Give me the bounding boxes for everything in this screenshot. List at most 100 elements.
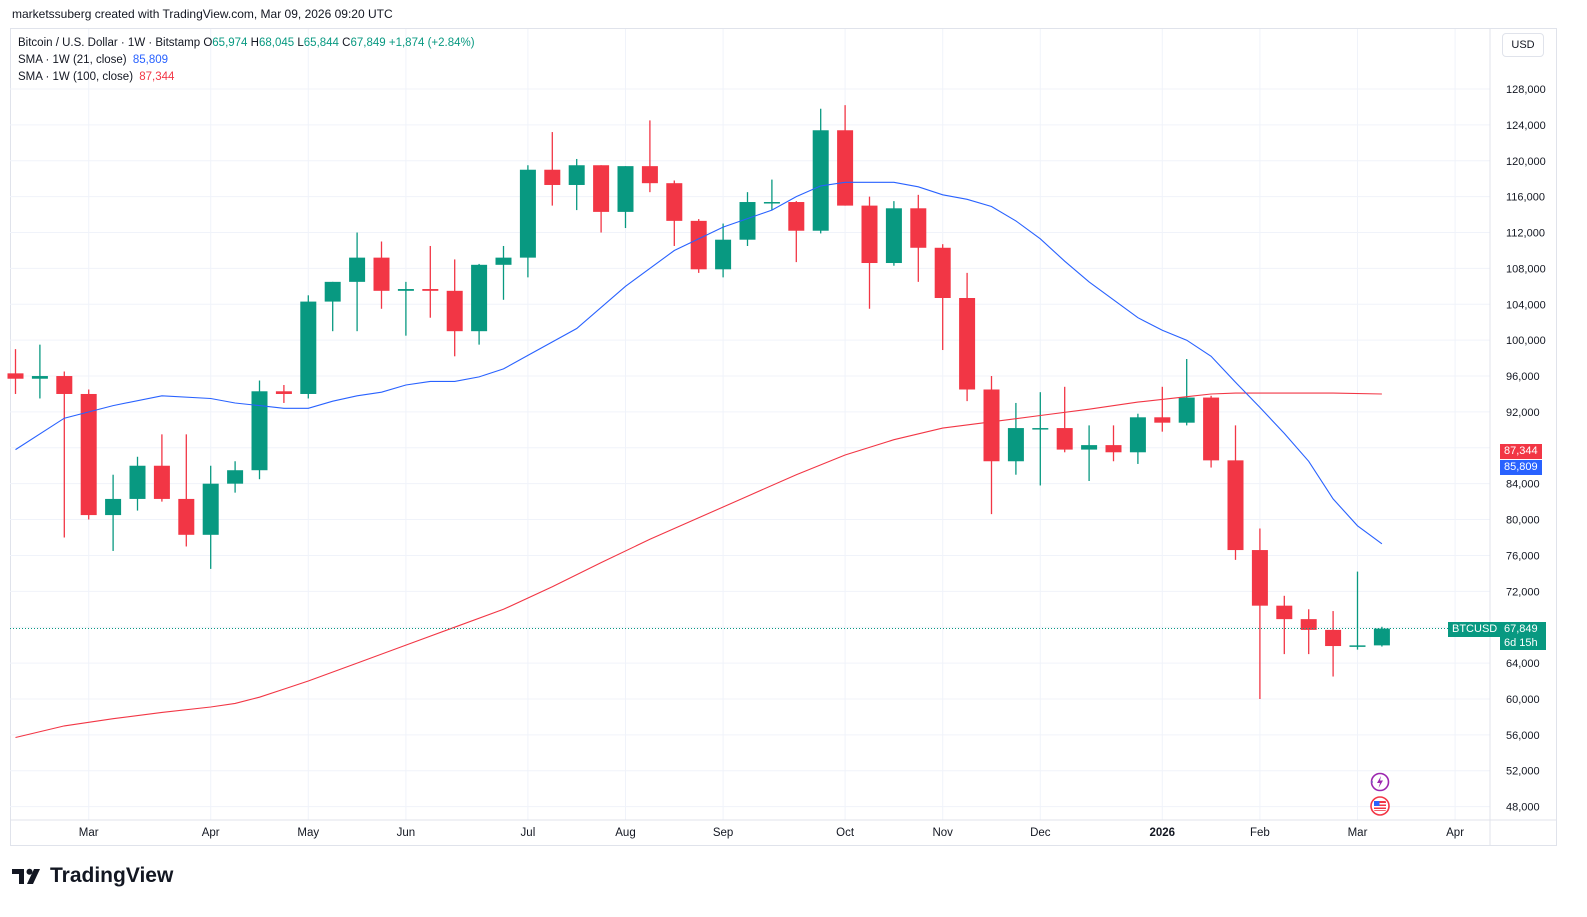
candle[interactable] bbox=[202, 465, 219, 569]
candle-body bbox=[763, 202, 780, 204]
x-tick-label: Jul bbox=[521, 827, 536, 839]
candle[interactable] bbox=[885, 201, 902, 266]
y-tick-label: 60,000 bbox=[1506, 694, 1540, 706]
candle[interactable] bbox=[373, 241, 390, 309]
y-tick-label: 80,000 bbox=[1506, 515, 1540, 527]
candle[interactable] bbox=[788, 201, 805, 263]
candle-body bbox=[1227, 460, 1244, 551]
candle-body bbox=[544, 169, 561, 185]
candle[interactable] bbox=[959, 272, 976, 402]
candle[interactable] bbox=[1007, 402, 1024, 475]
candle[interactable] bbox=[1203, 395, 1220, 468]
candle[interactable] bbox=[251, 380, 268, 480]
candle-body bbox=[837, 130, 854, 206]
candle[interactable] bbox=[227, 461, 244, 493]
us-flag-icon[interactable] bbox=[1370, 796, 1390, 816]
candle[interactable] bbox=[275, 385, 292, 403]
candle[interactable] bbox=[349, 232, 366, 332]
candle[interactable] bbox=[910, 194, 927, 282]
candle[interactable] bbox=[544, 132, 561, 206]
candle[interactable] bbox=[715, 223, 732, 278]
candle[interactable] bbox=[105, 474, 122, 551]
candle[interactable] bbox=[300, 295, 317, 399]
candle-body bbox=[715, 239, 732, 270]
candle-body bbox=[129, 465, 146, 499]
candle-body bbox=[1251, 550, 1268, 606]
candle[interactable] bbox=[7, 349, 24, 394]
candle[interactable] bbox=[324, 281, 341, 332]
candle[interactable] bbox=[861, 196, 878, 309]
candle[interactable] bbox=[983, 376, 1000, 515]
candle[interactable] bbox=[1105, 425, 1122, 462]
candle-body bbox=[1129, 417, 1146, 453]
candle[interactable] bbox=[1081, 425, 1098, 481]
x-tick-label: Mar bbox=[79, 827, 99, 839]
candle[interactable] bbox=[80, 389, 97, 520]
candle[interactable] bbox=[1251, 528, 1268, 699]
candle[interactable] bbox=[1032, 392, 1049, 486]
candle-body bbox=[105, 498, 122, 516]
candle[interactable] bbox=[56, 371, 73, 538]
side-icons bbox=[1370, 772, 1390, 816]
candle[interactable] bbox=[1325, 611, 1342, 677]
candle-body bbox=[1154, 417, 1171, 423]
candle[interactable] bbox=[1349, 571, 1366, 650]
candle-body bbox=[739, 202, 756, 240]
candle-body bbox=[202, 483, 219, 535]
tradingview-logo[interactable]: TradingView bbox=[12, 864, 173, 888]
candle-body bbox=[861, 205, 878, 264]
candle[interactable] bbox=[641, 120, 658, 193]
symbol-title: Bitcoin / U.S. Dollar · 1W · Bitstamp bbox=[18, 37, 201, 49]
sma100-line bbox=[15, 392, 1382, 739]
candle[interactable] bbox=[763, 179, 780, 211]
legend-sma21-row[interactable]: SMA · 1W (21, close) 85,809 bbox=[18, 52, 475, 69]
candle[interactable] bbox=[666, 180, 683, 246]
candle-body bbox=[1373, 628, 1390, 646]
grid-lines bbox=[10, 29, 1556, 845]
candle[interactable] bbox=[519, 165, 536, 278]
time-axis: Mar Apr May Jun Jul Aug Sep Oct Nov Dec 2026 Feb Mar… bbox=[79, 827, 1464, 839]
candle[interactable] bbox=[934, 244, 951, 351]
y-tick-label: 76,000 bbox=[1506, 550, 1540, 562]
candle[interactable] bbox=[446, 259, 463, 357]
candle[interactable] bbox=[178, 434, 195, 547]
x-tick-label: Sep bbox=[713, 827, 733, 839]
candle-body bbox=[1007, 428, 1024, 462]
candle-body bbox=[56, 376, 73, 394]
candle[interactable] bbox=[690, 219, 707, 273]
candle[interactable] bbox=[1129, 413, 1146, 464]
candle[interactable] bbox=[153, 434, 170, 502]
y-tick-label: 108,000 bbox=[1506, 263, 1546, 275]
candle[interactable] bbox=[471, 263, 488, 345]
candle[interactable] bbox=[397, 281, 414, 336]
legend-symbol-row: Bitcoin / U.S. Dollar · 1W · Bitstamp O6… bbox=[18, 35, 475, 52]
candle[interactable] bbox=[837, 105, 854, 206]
candle[interactable] bbox=[593, 165, 610, 233]
lightning-icon[interactable] bbox=[1370, 772, 1390, 792]
candle-body bbox=[568, 165, 585, 185]
ohlc-open: O65,974 bbox=[203, 37, 248, 49]
candle[interactable] bbox=[1300, 609, 1317, 655]
candle[interactable] bbox=[1276, 595, 1293, 655]
candle[interactable] bbox=[617, 166, 634, 229]
legend-sma100-row[interactable]: SMA · 1W (100, close) 87,344 bbox=[18, 69, 475, 86]
candle[interactable] bbox=[1178, 358, 1195, 426]
candle[interactable] bbox=[1154, 386, 1171, 432]
currency-button[interactable]: USD bbox=[1502, 33, 1544, 57]
candle[interactable] bbox=[1373, 626, 1390, 647]
candle-body bbox=[300, 301, 317, 394]
candle[interactable] bbox=[1227, 425, 1244, 560]
candle[interactable] bbox=[129, 456, 146, 511]
candle[interactable] bbox=[812, 108, 829, 234]
x-tick-label: Dec bbox=[1030, 827, 1051, 839]
candle-body bbox=[885, 208, 902, 264]
y-tick-label: 52,000 bbox=[1506, 766, 1540, 778]
candle[interactable] bbox=[31, 344, 48, 399]
candle-body bbox=[471, 264, 488, 332]
candle[interactable] bbox=[1056, 386, 1073, 453]
candle[interactable] bbox=[422, 245, 439, 318]
candle[interactable] bbox=[495, 245, 512, 300]
candle-body bbox=[178, 498, 195, 535]
candle[interactable] bbox=[568, 158, 585, 211]
